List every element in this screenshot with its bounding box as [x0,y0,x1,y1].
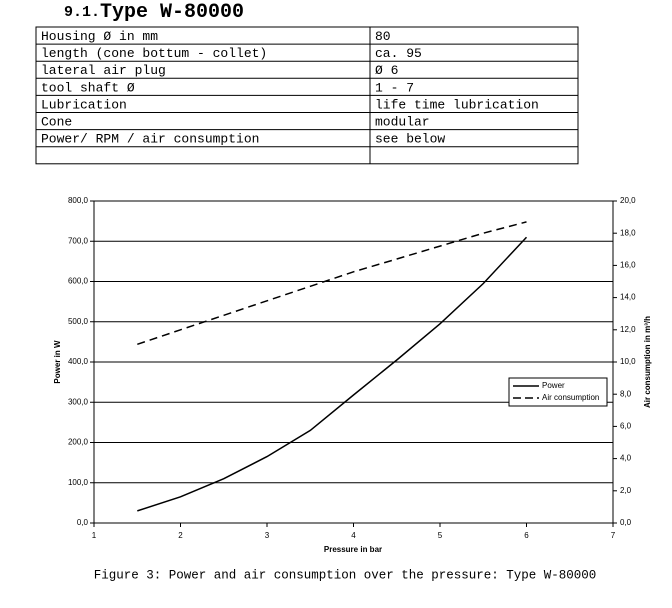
y2-tick-label: 8,0 [620,389,632,398]
x-tick-label: 4 [351,531,356,540]
legend-label: Air consumption [542,393,599,402]
y-tick-label: 300,0 [68,397,89,406]
table-cell: 1 - 7 [375,80,414,95]
heading-number: 9.1. [64,4,100,21]
y2-tick-label: 14,0 [620,293,636,302]
y2-axis-title: Air consumption in m³/h [643,316,652,408]
table-cell: Power/ RPM / air consumption [41,132,259,147]
table-cell: lateral air plug [41,63,166,78]
x-tick-label: 2 [178,531,183,540]
legend-box [508,377,608,407]
x-tick-label: 6 [524,531,529,540]
heading: 9.1.Type W-80000 [64,1,244,24]
y-tick-label: 600,0 [68,277,89,286]
table-cell: life time lubrication [375,97,539,112]
y-tick-label: 0,0 [77,518,89,527]
y2-tick-label: 20,0 [620,196,636,205]
y-tick-label: 700,0 [68,236,89,245]
heading-title: Type W-80000 [100,1,244,24]
caption: Figure 3: Power and air consumption over… [94,568,597,582]
y2-tick-label: 6,0 [620,422,632,431]
y2-tick-label: 10,0 [620,357,636,366]
y-tick-label: 500,0 [68,317,89,326]
x-tick-label: 5 [438,531,443,540]
table-cell: ca. 95 [375,46,422,61]
table-cell: tool shaft Ø [41,80,135,95]
chart: 0,0 100,0 200,0 300,0 400,0 500,0 600,0 700,0 80… [53,196,652,554]
spec-table: Housing Ø in mm 80 length (cone bottum - c… [35,26,579,165]
y2-tick-label: 0,0 [620,518,632,527]
table-cell: modular [375,114,430,129]
x-tick-label: 3 [265,531,270,540]
y2-tick-label: 4,0 [620,454,632,463]
series-line [137,236,528,512]
table-cell: Ø 6 [375,63,398,78]
x-tick-label: 1 [92,531,97,540]
y-tick-label: 400,0 [68,357,89,366]
x-tick-label: 7 [611,531,616,540]
y-tick-label: 100,0 [68,478,89,487]
table-cell: Cone [41,114,72,129]
y-tick-label: 200,0 [68,438,89,447]
table-cell: length (cone bottum - collet) [41,46,267,61]
y2-tick-label: 2,0 [620,486,632,495]
y-axis-title: Power in W [53,340,62,384]
x-axis-title: Pressure in bar [324,545,382,554]
y2-tick-label: 12,0 [620,325,636,334]
table-cell: 80 [375,29,391,44]
table-cell: Housing Ø in mm [41,29,158,44]
y2-tick-label: 16,0 [620,261,636,270]
table-cell: see below [375,132,445,147]
legend-label: Power [542,381,565,390]
y-tick-label: 800,0 [68,196,89,205]
y2-tick-label: 18,0 [620,228,636,237]
series-line [137,221,527,346]
table-cell: Lubrication [41,97,127,112]
